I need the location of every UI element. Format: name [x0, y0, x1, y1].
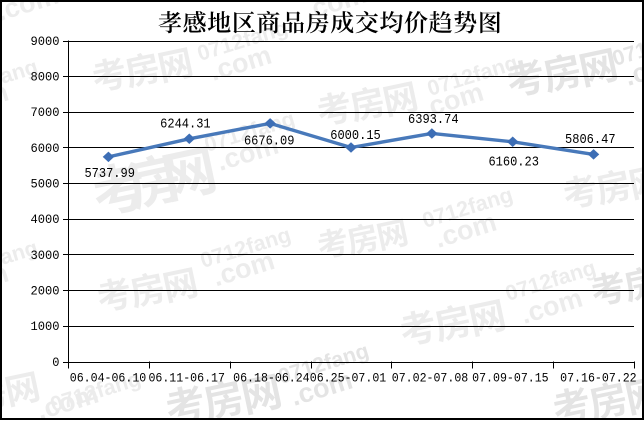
svg-text:7000: 7000: [31, 106, 60, 120]
svg-text:9000: 9000: [31, 35, 60, 49]
svg-text:06.04-06.10: 06.04-06.10: [70, 372, 147, 386]
svg-text:0: 0: [52, 356, 59, 370]
svg-text:5806.47: 5806.47: [565, 133, 616, 148]
svg-text:4000: 4000: [31, 213, 60, 227]
svg-text:8000: 8000: [31, 70, 60, 84]
svg-text:06.25-07.01: 06.25-07.01: [310, 372, 387, 386]
svg-text:6393.74: 6393.74: [408, 113, 459, 128]
svg-text:6000.15: 6000.15: [330, 129, 381, 144]
svg-text:5737.99: 5737.99: [84, 167, 135, 182]
svg-text:5000: 5000: [31, 177, 60, 191]
svg-text:6160.23: 6160.23: [488, 156, 539, 171]
svg-text:2000: 2000: [31, 284, 60, 298]
svg-text:06.18-06.24: 06.18-06.24: [233, 372, 310, 386]
svg-text:07.09-07.15: 07.09-07.15: [472, 372, 549, 386]
svg-text:06.11-06.17: 06.11-06.17: [148, 372, 225, 386]
svg-text:07.02-07.08: 07.02-07.08: [392, 372, 469, 386]
svg-text:3000: 3000: [31, 249, 60, 263]
svg-text:1000: 1000: [31, 320, 60, 334]
svg-text:6244.31: 6244.31: [160, 117, 211, 132]
svg-text:07.16-07.22: 07.16-07.22: [560, 372, 637, 386]
svg-text:6000: 6000: [31, 142, 60, 156]
svg-text:6676.09: 6676.09: [244, 134, 295, 149]
